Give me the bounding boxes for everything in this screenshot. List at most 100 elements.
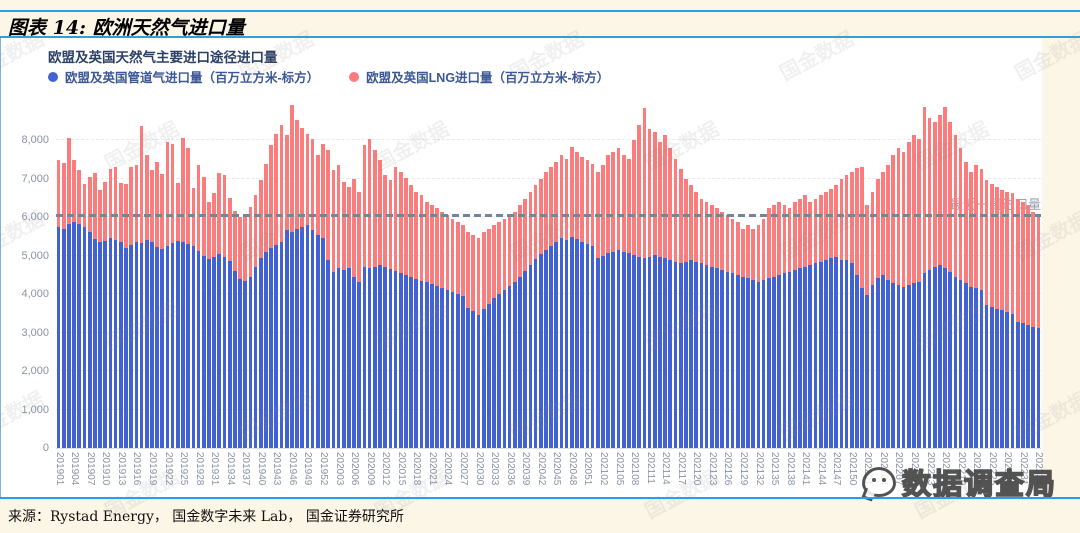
pipeline-bar [689,260,693,448]
lng-bar [922,106,927,274]
chart-legend: 欧盟及英国管道气进口量（百万立方米-标方） 欧盟及英国LNG进口量（百万立方米-… [48,67,609,86]
pipeline-bar [295,228,299,448]
lng-bar [217,173,222,254]
pipeline-bar [67,224,71,448]
lng-bar [709,205,714,268]
pipeline-bar [839,260,844,448]
lng-bar [761,218,766,281]
pipeline-bar [922,273,927,448]
pipeline-bar [367,268,372,448]
pipeline-bar [502,290,507,448]
lng-bar [414,191,419,279]
pipeline-bar [777,275,782,448]
x-axis-tick-label: 201931 [209,452,221,486]
lng-bar [497,221,502,294]
pipeline-bar [725,271,730,448]
y-axis-tick-label: 6,000 [21,211,49,223]
pipeline-bar [694,261,699,448]
pipeline-bar [445,290,450,448]
lng-bar [398,171,403,273]
pipeline-bar [829,258,833,448]
x-axis-tick-label: 202108 [629,452,640,486]
x-axis-tick-label: 202033 [489,452,501,486]
lng-bar [829,188,833,259]
pipeline-legend-label: 欧盟及英国管道气进口量（百万立方米-标方） [65,71,320,85]
lng-bar [507,215,512,287]
pipeline-bar [528,265,533,448]
lng-bar [569,146,574,237]
pipeline-bar [601,255,605,448]
lng-bar [870,191,875,286]
lng-bar [170,143,175,243]
gridline [56,254,1041,256]
lng-bar [466,231,470,308]
gridline [56,293,1041,294]
lng-bar [974,165,979,289]
lng-bar [321,143,325,239]
pipeline-bar [357,281,362,448]
lng-bar [160,173,165,249]
pipeline-bar [606,253,610,448]
x-axis-tick-label: 202051 [582,452,594,486]
pipeline-bar [497,294,502,448]
gridline [56,139,1041,140]
pipeline-bar [134,241,139,448]
pipeline-bar [953,276,958,448]
lng-bar [150,170,154,242]
reference-line [56,214,1041,217]
pipeline-bar [217,253,222,448]
pipeline-bar [258,258,263,448]
pipeline-bar [274,245,279,448]
pipeline-bar [544,249,548,448]
lng-bar [969,172,973,287]
lng-bar [502,218,507,291]
lng-bar [932,121,937,267]
lng-bar [689,185,693,261]
x-axis-line [56,448,1041,449]
lng-bar [1021,201,1025,324]
pipeline-bar [808,265,813,448]
x-axis-tick-label: 202042 [535,452,547,486]
lng-bar [93,173,97,239]
x-axis-tick-label: 202021 [426,452,438,486]
x-axis-tick-label: 202117 [675,452,687,485]
lng-bar [129,167,133,245]
pipeline-bar [284,230,289,448]
y-axis-tick-label: 2,000 [21,365,49,377]
x-axis-tick-label: 201952 [318,452,329,486]
lng-bar [611,151,616,252]
x-axis-tick-label: 201919 [146,452,158,486]
pipeline-bar [253,267,258,448]
pipeline-bar [1036,328,1041,448]
pipeline-bar [144,240,149,448]
lng-bar [227,197,232,262]
lng-bar [948,121,953,272]
legend-item-pipeline: 欧盟及英国管道气进口量（百万立方米-标方） [48,67,319,86]
lng-bar [134,165,139,242]
lng-bar [564,158,569,241]
pipeline-bar [948,271,953,448]
pipeline-bar [233,270,237,448]
pipeline-bar [932,266,937,448]
lng-bar [647,128,652,257]
pipeline-bar [507,286,512,448]
pipeline-bar [684,261,688,448]
pipeline-bar [782,273,787,448]
pipeline-bar [212,257,216,448]
pipeline-bar [761,280,766,448]
pipeline-bar [632,254,636,448]
pipeline-bar [424,282,429,448]
lng-bar [875,178,880,279]
lng-bar [824,191,828,261]
x-axis-tick-label: 201940 [255,452,267,486]
lng-bar [720,211,724,271]
lng-bar [243,215,248,281]
lng-bar [528,191,533,266]
x-axis-tick-label: 202135 [769,452,780,486]
lng-bar [901,151,906,287]
lng-bar [798,198,802,269]
lng-bar [808,201,813,266]
lng-bar [238,217,242,279]
x-axis-tick-label: 201901 [53,452,65,486]
pipeline-bar [766,278,771,448]
